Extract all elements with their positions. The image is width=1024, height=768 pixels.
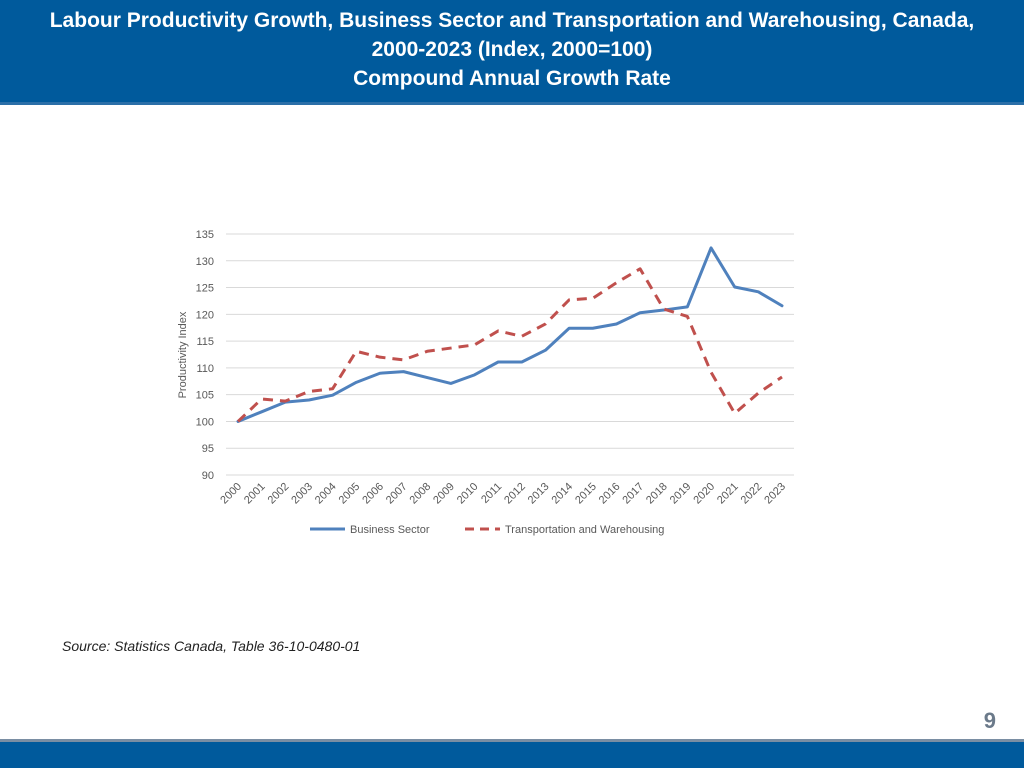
y-tick-label: 125: [196, 283, 214, 295]
series-line-business-sector: [236, 246, 784, 423]
x-tick-label: 2001: [242, 481, 268, 507]
gridlines: [226, 233, 794, 476]
y-tick-label: 120: [196, 309, 214, 321]
x-tick-label: 2006: [360, 481, 386, 507]
x-tick-label: 2004: [313, 481, 339, 507]
x-axis-ticks: 2000200120022003200420052006200720082009…: [218, 481, 788, 507]
y-tick-label: 135: [196, 229, 214, 241]
x-tick-label: 2009: [431, 481, 457, 507]
page-number: 9: [983, 708, 996, 733]
y-axis-ticks: 90 95 100 105 110 115 120 125 130 135: [196, 229, 214, 482]
y-axis-label: Productivity Index: [177, 311, 189, 398]
y-tick-label: 105: [196, 390, 214, 402]
x-tick-label: 2021: [715, 481, 741, 507]
y-tick-label: 110: [196, 363, 214, 375]
y-tick-label: 100: [196, 416, 214, 428]
x-tick-label: 2005: [337, 481, 363, 507]
y-tick-label: 115: [196, 336, 214, 348]
title-banner: Labour Productivity Growth, Business Sec…: [0, 0, 1024, 102]
x-tick-label: 2011: [479, 481, 504, 506]
x-tick-label: 2007: [384, 481, 410, 507]
footer-bar: [0, 742, 1024, 768]
footer-divider: [0, 739, 1024, 742]
title-line-2: 2000-2023 (Index, 2000=100): [371, 38, 653, 61]
x-tick-label: 2014: [549, 481, 575, 507]
x-tick-label: 2017: [620, 481, 646, 507]
x-tick-label: 2023: [762, 481, 788, 507]
x-tick-label: 2000: [218, 481, 244, 507]
x-tick-label: 2003: [289, 481, 315, 507]
title-line-3: Compound Annual Growth Rate: [353, 67, 671, 90]
x-tick-label: 2002: [266, 481, 292, 507]
x-tick-label: 2013: [526, 481, 552, 507]
y-tick-label: 95: [202, 443, 214, 455]
x-tick-label: 2018: [644, 481, 670, 507]
series-lines: [236, 246, 784, 423]
x-tick-label: 2020: [691, 481, 717, 507]
header-divider: [0, 102, 1024, 105]
legend-label-business-sector: Business Sector: [350, 524, 430, 536]
legend: Business Sector Transportation and Wareh…: [310, 524, 664, 536]
x-tick-label: 2008: [408, 481, 434, 507]
series-line-transportation-and-warehousing: [236, 267, 783, 423]
x-tick-label: 2012: [502, 481, 528, 507]
source-note: Source: Statistics Canada, Table 36-10-0…: [62, 638, 361, 654]
x-tick-label: 2016: [597, 481, 623, 507]
x-tick-label: 2022: [739, 481, 765, 507]
x-tick-label: 2015: [573, 481, 599, 507]
x-tick-label: 2019: [668, 481, 694, 507]
y-tick-label: 130: [196, 256, 214, 268]
y-tick-label: 90: [202, 470, 214, 482]
title-line-1: Labour Productivity Growth, Business Sec…: [49, 9, 975, 32]
x-tick-label: 2010: [455, 481, 481, 507]
legend-label-transportation-warehousing: Transportation and Warehousing: [505, 524, 664, 536]
